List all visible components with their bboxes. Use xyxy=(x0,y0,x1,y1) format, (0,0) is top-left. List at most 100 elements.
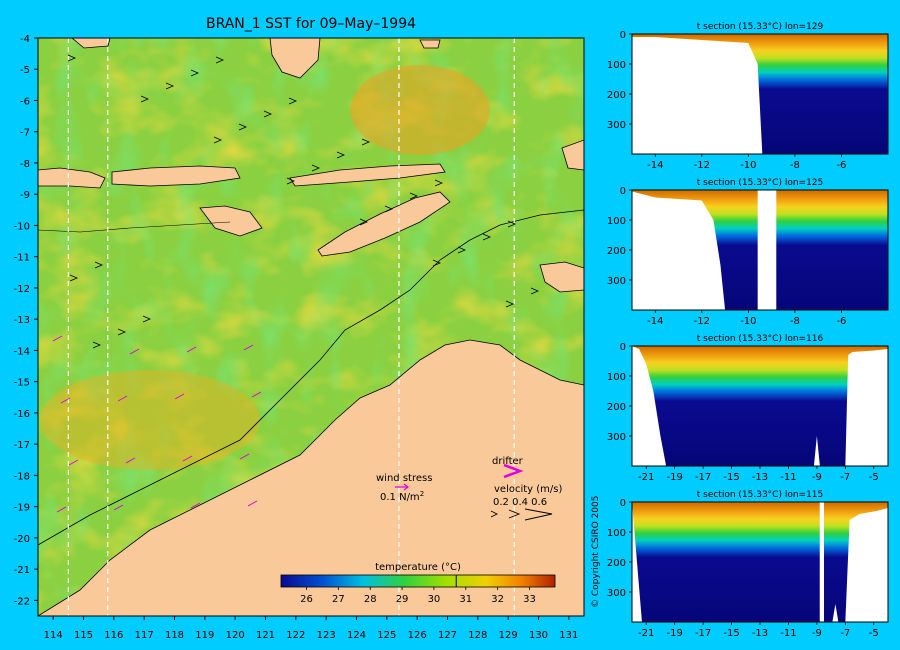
velocity-arrow xyxy=(165,82,175,90)
map-y-tick-label: -13 xyxy=(14,315,30,326)
section-panel: t section (15.33°C) lon=129 -14 -12 -10 -8 -6… xyxy=(607,22,889,171)
colorbar-tick-label: 28 xyxy=(364,594,377,605)
velocity-arrow xyxy=(94,261,104,269)
wind-arrow xyxy=(243,344,254,351)
wind-arrow xyxy=(56,506,67,513)
section-seafloor-spike xyxy=(813,436,820,466)
velocity-arrow xyxy=(215,56,225,64)
colorbar-tick-label: 33 xyxy=(523,594,536,605)
map-x-tick-label: 125 xyxy=(377,630,396,641)
copyright-label: © Copyright CSIRO 2005 xyxy=(591,496,601,608)
map-y-tick-label: -9 xyxy=(20,190,30,201)
section-y-tick-label: 300 xyxy=(607,588,626,599)
colorbar-ticks: 26 27 28 29 30 31 32 33 xyxy=(300,587,536,605)
velocity-arrow xyxy=(359,218,369,226)
section-data-gap xyxy=(757,190,777,310)
section-seafloor xyxy=(632,37,763,154)
section-x-tick-label: -8 xyxy=(790,160,800,171)
section-title: t section (15.33°C) lon=125 xyxy=(697,178,824,188)
section-x-tick-label: -13 xyxy=(752,628,768,639)
map-x-tick-label: 129 xyxy=(499,630,518,641)
velocity-arrow xyxy=(67,54,77,62)
velocity-arrow xyxy=(140,95,150,103)
colorbar-tick-label: 26 xyxy=(300,594,313,605)
section-seafloor xyxy=(632,191,726,310)
velocity-label: velocity (m/s) xyxy=(494,484,562,495)
section-y-tick-label: 0 xyxy=(620,186,626,197)
wind-arrows xyxy=(52,335,262,513)
colorbar-tick-label: 31 xyxy=(459,594,472,605)
velocity-arrow xyxy=(336,151,346,159)
wind-arrow xyxy=(182,455,193,462)
colorbar-tick-label: 30 xyxy=(428,594,441,605)
shelf-contour-north xyxy=(38,221,231,233)
section-x-tick-label: -12 xyxy=(694,316,710,327)
wind-arrow xyxy=(190,502,201,509)
velocity-arrow xyxy=(117,328,127,336)
map-x-tick-label: 131 xyxy=(559,630,578,641)
map-x-tick-label: 126 xyxy=(408,630,427,641)
map-x-tick-label: 123 xyxy=(317,630,336,641)
section-x-tick-label: -17 xyxy=(695,628,711,639)
map-y-axis: -4 -5 -6 -7 -8 -9 -10 -11 -12 -13 -14 -15 -16 -17 -18 -… xyxy=(14,34,38,607)
map-y-tick-label: -18 xyxy=(14,471,30,482)
velocity-scale-values: 0.2 0.4 0.6 xyxy=(493,497,547,508)
map-x-tick-label: 114 xyxy=(44,630,63,641)
map-y-tick-label: -22 xyxy=(14,596,30,607)
section-y-tick-label: 100 xyxy=(607,216,626,227)
velocity-arrow xyxy=(213,136,223,144)
map-y-tick-label: -11 xyxy=(14,253,30,264)
velocity-arrow xyxy=(238,123,248,131)
section-lines xyxy=(67,38,515,616)
colorbar-label: temperature (°C) xyxy=(375,562,461,573)
velocity-arrow xyxy=(142,315,152,323)
shelf-contour xyxy=(38,209,584,546)
map-y-tick-label: -6 xyxy=(20,96,30,107)
section-x-tick-label: -7 xyxy=(840,472,850,483)
drifter-arrow-icon xyxy=(503,463,524,479)
velocity-arrow xyxy=(311,164,321,172)
section-y-tick-label: 200 xyxy=(607,402,626,413)
map-x-tick-label: 124 xyxy=(347,630,366,641)
section-y-tick-label: 200 xyxy=(607,558,626,569)
section-x-tick-label: -7 xyxy=(840,628,850,639)
sumba-land xyxy=(199,205,263,237)
small-island-n xyxy=(419,39,441,49)
map-x-tick-label: 116 xyxy=(104,630,123,641)
section-x-tick-label: -15 xyxy=(723,472,739,483)
map-y-tick-label: -19 xyxy=(14,503,30,514)
velocity-arrow xyxy=(92,341,102,349)
velocity-scale-arrows xyxy=(490,508,553,521)
map-x-tick-label: 128 xyxy=(468,630,487,641)
section-seafloor-right xyxy=(845,508,888,622)
section-x-tick-label: -9 xyxy=(812,628,822,639)
sst-timor-warm xyxy=(40,370,260,470)
map-y-tick-label: -8 xyxy=(20,159,30,170)
wind-stress-scale-arrow xyxy=(395,483,409,491)
temperature-sections: t section (15.33°C) lon=129 -14 -12 -10 -8 -6… xyxy=(607,22,889,639)
map-y-tick-label: -15 xyxy=(14,378,30,389)
map-y-tick-label: -7 xyxy=(20,128,30,139)
map-y-tick-label: -16 xyxy=(14,409,30,420)
section-x-tick-label: -5 xyxy=(869,472,879,483)
section-y-tick-label: 300 xyxy=(607,276,626,287)
map-plot-area xyxy=(38,38,584,616)
section-seafloor-spike xyxy=(832,604,839,622)
flores-land xyxy=(289,163,446,187)
colorbar-gradient xyxy=(280,574,556,588)
velocity-arrow xyxy=(457,246,467,254)
section-y-tick-label: 100 xyxy=(607,60,626,71)
section-y-tick-label: 0 xyxy=(620,498,626,509)
map-y-tick-label: -21 xyxy=(14,565,30,576)
colorbar-tick-label: 29 xyxy=(396,594,409,605)
section-x-tick-label: -13 xyxy=(752,472,768,483)
section-x-tick-label: -14 xyxy=(647,316,663,327)
velocity-arrow xyxy=(384,205,394,213)
section-temperature-field xyxy=(632,502,888,622)
section-y-tick-label: 300 xyxy=(607,120,626,131)
land-masses xyxy=(38,38,584,616)
section-x-tick-label: -6 xyxy=(836,316,846,327)
section-x-tick-label: -21 xyxy=(638,628,654,639)
velocity-arrow xyxy=(288,97,298,105)
wind-arrow xyxy=(113,504,124,511)
